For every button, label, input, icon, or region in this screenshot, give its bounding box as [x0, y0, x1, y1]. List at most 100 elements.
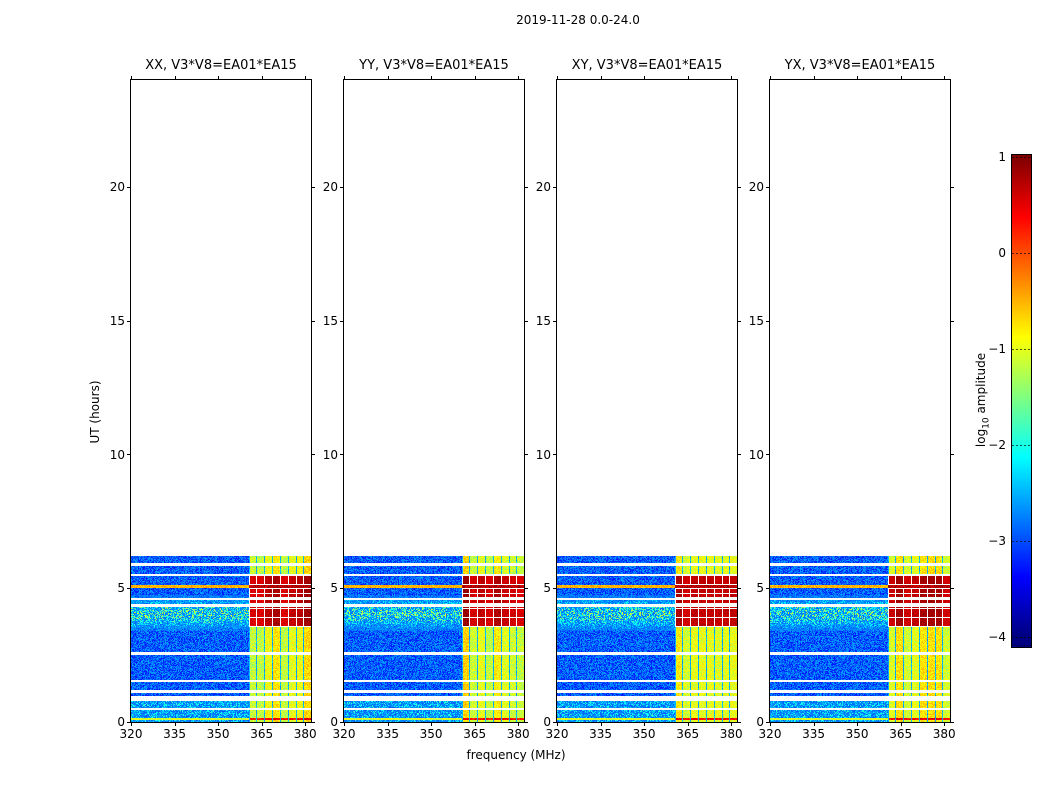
x-tick-mark [644, 76, 645, 80]
x-tick-mark [857, 722, 858, 726]
y-tick-mark [524, 588, 528, 589]
x-tick-label: 365 [676, 727, 700, 741]
x-tick-mark [944, 76, 945, 80]
y-tick-label: 20 [748, 180, 764, 194]
y-tick-mark [766, 187, 770, 188]
y-tick-mark [950, 321, 954, 322]
panel-title-xy: XY, V3*V8=EA01*EA15 [571, 58, 723, 73]
x-tick-mark [388, 76, 389, 80]
y-tick-label: 0 [543, 715, 551, 729]
y-tick-mark [950, 187, 954, 188]
x-tick-mark [688, 76, 689, 80]
y-tick-label: 15 [109, 313, 125, 328]
y-tick-mark [340, 187, 344, 188]
x-tick-label: 335 [589, 727, 612, 741]
y-tick-label: 20 [535, 180, 551, 194]
x-tick-mark [557, 76, 558, 80]
y-tick-label: 15 [748, 313, 764, 328]
y-tick-mark [524, 321, 528, 322]
y-tick-mark [950, 588, 954, 589]
y-tick-label: 20 [322, 180, 338, 194]
y-tick-label: 0 [756, 715, 764, 729]
x-tick-mark [731, 722, 732, 726]
x-tick-mark [601, 722, 602, 726]
x-tick-label: 350 [206, 727, 230, 741]
y-tick-mark [127, 454, 131, 455]
panel-title-yy: YY, V3*V8=EA01*EA15 [359, 58, 509, 73]
x-tick-label: 365 [463, 727, 487, 741]
x-axis-label: frequency (MHz) [466, 748, 566, 762]
y-tick-mark [737, 588, 741, 589]
y-tick-mark [553, 454, 557, 455]
y-tick-mark [311, 187, 315, 188]
y-tick-label: 10 [322, 447, 338, 462]
y-tick-mark [950, 722, 954, 723]
x-tick-mark [601, 76, 602, 80]
y-tick-mark [340, 321, 344, 322]
x-tick-label: 335 [163, 727, 186, 741]
y-tick-label: 20 [109, 180, 125, 194]
y-tick-mark [553, 722, 557, 723]
y-tick-mark [737, 321, 741, 322]
x-tick-mark [770, 722, 771, 726]
x-tick-label: 380 [293, 727, 317, 741]
x-tick-label: 335 [376, 727, 399, 741]
x-tick-label: 380 [506, 727, 530, 741]
y-tick-mark [340, 454, 344, 455]
y-tick-mark [766, 454, 770, 455]
x-tick-mark [175, 76, 176, 80]
y-tick-label: 5 [756, 581, 764, 596]
y-tick-label: 0 [330, 715, 338, 729]
y-tick-mark [127, 588, 131, 589]
x-tick-label: 365 [889, 727, 913, 741]
x-tick-mark [305, 76, 306, 80]
x-tick-mark [431, 76, 432, 80]
y-tick-mark [127, 187, 131, 188]
x-tick-label: 320 [332, 727, 356, 741]
x-tick-mark [688, 722, 689, 726]
colorbar-tick-label: 0 [998, 246, 1006, 261]
spectrogram-xx [131, 80, 311, 722]
y-tick-label: 5 [543, 581, 551, 596]
y-tick-label: 10 [535, 447, 551, 462]
figure-title: 2019-11-28 0.0-24.0 [516, 13, 640, 27]
colorbar-tick-label: −2 [988, 438, 1006, 453]
x-tick-label: 320 [758, 727, 782, 741]
colorbar-tick-label: 1 [998, 149, 1006, 164]
spectrogram-yx [770, 80, 950, 722]
y-tick-mark [524, 187, 528, 188]
colorbar-tick-label: −3 [988, 534, 1006, 549]
x-tick-mark [475, 76, 476, 80]
y-tick-label: 10 [748, 447, 764, 462]
y-tick-mark [311, 588, 315, 589]
x-tick-mark [475, 722, 476, 726]
y-tick-mark [737, 722, 741, 723]
y-tick-mark [127, 321, 131, 322]
colorbar-tick-label: −4 [988, 630, 1006, 645]
x-tick-label: 365 [250, 727, 274, 741]
x-tick-label: 380 [719, 727, 743, 741]
y-tick-mark [524, 722, 528, 723]
y-tick-mark [737, 454, 741, 455]
x-tick-mark [262, 722, 263, 726]
y-tick-label: 15 [322, 313, 338, 328]
x-tick-mark [218, 76, 219, 80]
y-tick-label: 10 [109, 447, 125, 462]
x-tick-mark [857, 76, 858, 80]
panel-title-xx: XX, V3*V8=EA01*EA15 [145, 58, 297, 73]
x-tick-label: 320 [119, 727, 143, 741]
x-tick-mark [814, 76, 815, 80]
x-tick-mark [344, 76, 345, 80]
x-tick-mark [305, 722, 306, 726]
x-tick-mark [218, 722, 219, 726]
y-tick-mark [553, 187, 557, 188]
y-tick-mark [311, 321, 315, 322]
colorbar-tick-label: −1 [988, 342, 1006, 357]
x-tick-mark [644, 722, 645, 726]
panel-title-yx: YX, V3*V8=EA01*EA15 [784, 58, 936, 73]
y-tick-mark [766, 321, 770, 322]
x-tick-mark [770, 76, 771, 80]
y-tick-mark [553, 588, 557, 589]
y-tick-mark [766, 722, 770, 723]
